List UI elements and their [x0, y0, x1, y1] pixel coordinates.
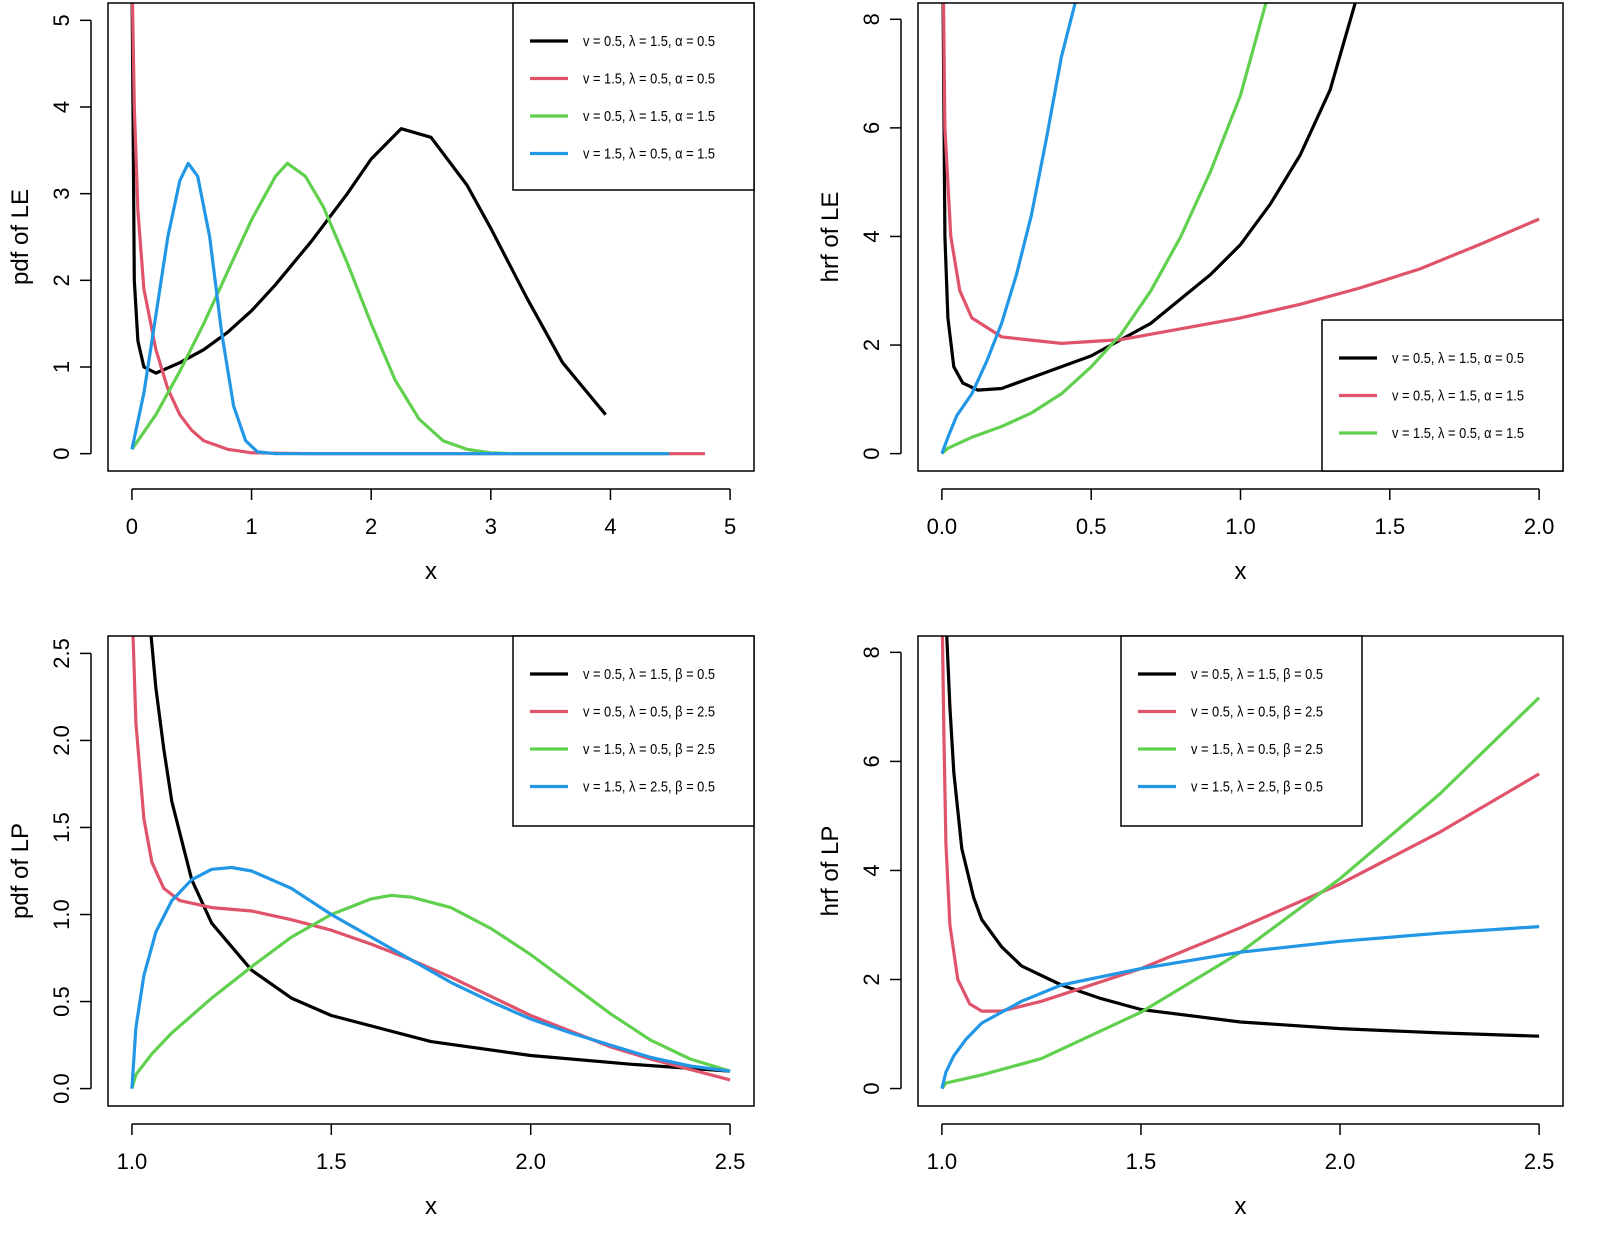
y-tick-label: 8	[859, 13, 884, 25]
legend-box	[512, 2, 755, 191]
y-tick-label: 6	[859, 122, 884, 134]
y-axis-title: pdf of LP	[7, 823, 34, 919]
y-tick-label: 1.5	[49, 812, 74, 843]
panel-4: 1.0 1.5 2.0 2.5 0 2 4 6 8 x hrf of LP v = 0.5, λ = …	[817, 635, 1564, 1220]
x-axis-title: x	[1235, 1193, 1247, 1220]
series-line-3	[130, 161, 670, 456]
legend-label: v = 0.5, λ = 0.5, β = 2.5	[1191, 704, 1323, 721]
y-tick-label: 2	[859, 973, 884, 985]
x-tick-label: 2.0	[515, 1149, 546, 1174]
y-axis-title: hrf of LE	[817, 192, 844, 283]
x-tick-label: 0.0	[927, 514, 958, 539]
legend-label: v = 1.5, λ = 0.5, β = 2.5	[1191, 741, 1323, 758]
plot-frame	[917, 2, 1564, 472]
panel-2: 0.0 0.5 1.0 1.5 2.0 0 2 4 6 8 x hrf of LE v = 0.5, λ…	[817, 2, 1564, 585]
y-tick-label: 6	[859, 755, 884, 767]
series-line-4	[940, 3, 1077, 455]
legend-label: v = 1.5, λ = 2.5, β = 0.5	[583, 779, 715, 796]
y-tick-label: 3	[49, 188, 74, 200]
plot-frame	[107, 635, 755, 1107]
y-tick-label: 0.5	[49, 986, 74, 1017]
series-line-3	[940, 3, 1268, 455]
legend: v = 0.5, λ = 1.5, α = 0.5 v = 1.5, λ = 0.…	[512, 2, 755, 191]
y-tick-label: 5	[49, 14, 74, 26]
y-tick-label: 1	[49, 361, 74, 373]
x-axis-title: x	[1235, 558, 1247, 585]
x-axis-title: x	[425, 1193, 437, 1220]
legend: v = 0.5, λ = 1.5, β = 0.5 v = 0.5, λ = 0.…	[512, 635, 755, 827]
y-tick-label: 1.0	[49, 899, 74, 930]
legend-label: v = 0.5, λ = 1.5, α = 0.5	[583, 33, 715, 50]
x-tick-label: 0	[126, 514, 138, 539]
series-line-3	[130, 893, 731, 1090]
x-tick-label: 1.0	[117, 1149, 148, 1174]
y-tick-label: 2	[859, 339, 884, 351]
series-line-4	[940, 925, 1540, 1089]
legend-label: v = 0.5, λ = 1.5, α = 1.5	[583, 108, 715, 125]
legend: v = 0.5, λ = 1.5, β = 0.5 v = 0.5, λ = 0.…	[1120, 635, 1363, 827]
y-tick-label: 4	[859, 230, 884, 242]
x-tick-label: 1.0	[1225, 514, 1256, 539]
legend-label: v = 0.5, λ = 1.5, β = 0.5	[1191, 666, 1323, 683]
y-tick-label: 4	[859, 864, 884, 876]
legend-label: v = 0.5, λ = 0.5, β = 2.5	[583, 704, 715, 721]
legend-label: v = 1.5, λ = 2.5, β = 0.5	[1191, 779, 1323, 796]
x-tick-label: 3	[485, 514, 497, 539]
series-line-4	[130, 865, 731, 1089]
panel-3: 1.0 1.5 2.0 2.5 0.0 0.5 1.0 1.5 2.0 2.5 x pdf of LP…	[7, 635, 755, 1220]
x-tick-label: 1	[245, 514, 257, 539]
y-tick-label: 0.0	[49, 1073, 74, 1104]
series-line-1	[941, 3, 1357, 392]
series-line-1	[945, 636, 1540, 1038]
legend-label: v = 1.5, λ = 0.5, α = 1.5	[583, 146, 715, 163]
legend-label: v = 1.5, λ = 0.5, β = 2.5	[583, 741, 715, 758]
series-line-2	[130, 3, 705, 456]
x-axis-title: x	[425, 558, 437, 585]
y-axis-title: pdf of LE	[7, 189, 34, 285]
y-tick-label: 0	[859, 1082, 884, 1094]
x-tick-label: 1.5	[316, 1149, 347, 1174]
y-tick-label: 2.5	[49, 638, 74, 669]
legend-label: v = 0.5, λ = 1.5, α = 1.5	[1392, 388, 1524, 405]
plot-frame	[107, 2, 755, 472]
x-tick-label: 1.5	[1375, 514, 1406, 539]
x-tick-label: 1.0	[927, 1149, 958, 1174]
x-tick-label: 2.5	[715, 1149, 746, 1174]
legend-label: v = 0.5, λ = 1.5, β = 0.5	[583, 666, 715, 683]
legend: v = 0.5, λ = 1.5, α = 0.5 v = 0.5, λ = 1.…	[1321, 319, 1564, 472]
legend-label: v = 1.5, λ = 0.5, α = 1.5	[1392, 425, 1524, 442]
series-line-3	[940, 696, 1541, 1090]
y-tick-label: 0	[859, 448, 884, 460]
y-tick-label: 0	[49, 448, 74, 460]
legend-box	[512, 635, 755, 827]
series-line-2	[941, 3, 1540, 345]
x-tick-label: 2.0	[1325, 1149, 1356, 1174]
legend-label: v = 0.5, λ = 1.5, α = 0.5	[1392, 350, 1524, 367]
legend-box	[1120, 635, 1363, 827]
x-tick-label: 2.5	[1524, 1149, 1555, 1174]
x-tick-label: 5	[724, 514, 736, 539]
x-tick-label: 0.5	[1076, 514, 1107, 539]
series-line-1	[130, 3, 607, 416]
y-tick-label: 2.0	[49, 725, 74, 756]
series-line-4	[130, 161, 670, 456]
y-tick-label: 4	[49, 101, 74, 113]
x-tick-label: 4	[604, 514, 616, 539]
legend-label: v = 1.5, λ = 0.5, α = 0.5	[583, 71, 715, 88]
x-tick-label: 2.0	[1524, 514, 1555, 539]
panel-1: 0 1 2 3 4 5 0 1 2 3 4 5 x pdf of LE v = 0.5, λ = 1.5, …	[7, 2, 755, 585]
x-tick-label: 1.5	[1126, 1149, 1157, 1174]
y-axis-title: hrf of LP	[817, 826, 844, 917]
series-line-1	[149, 636, 731, 1073]
y-tick-label: 8	[859, 646, 884, 658]
x-tick-label: 2	[365, 514, 377, 539]
y-tick-label: 2	[49, 274, 74, 286]
